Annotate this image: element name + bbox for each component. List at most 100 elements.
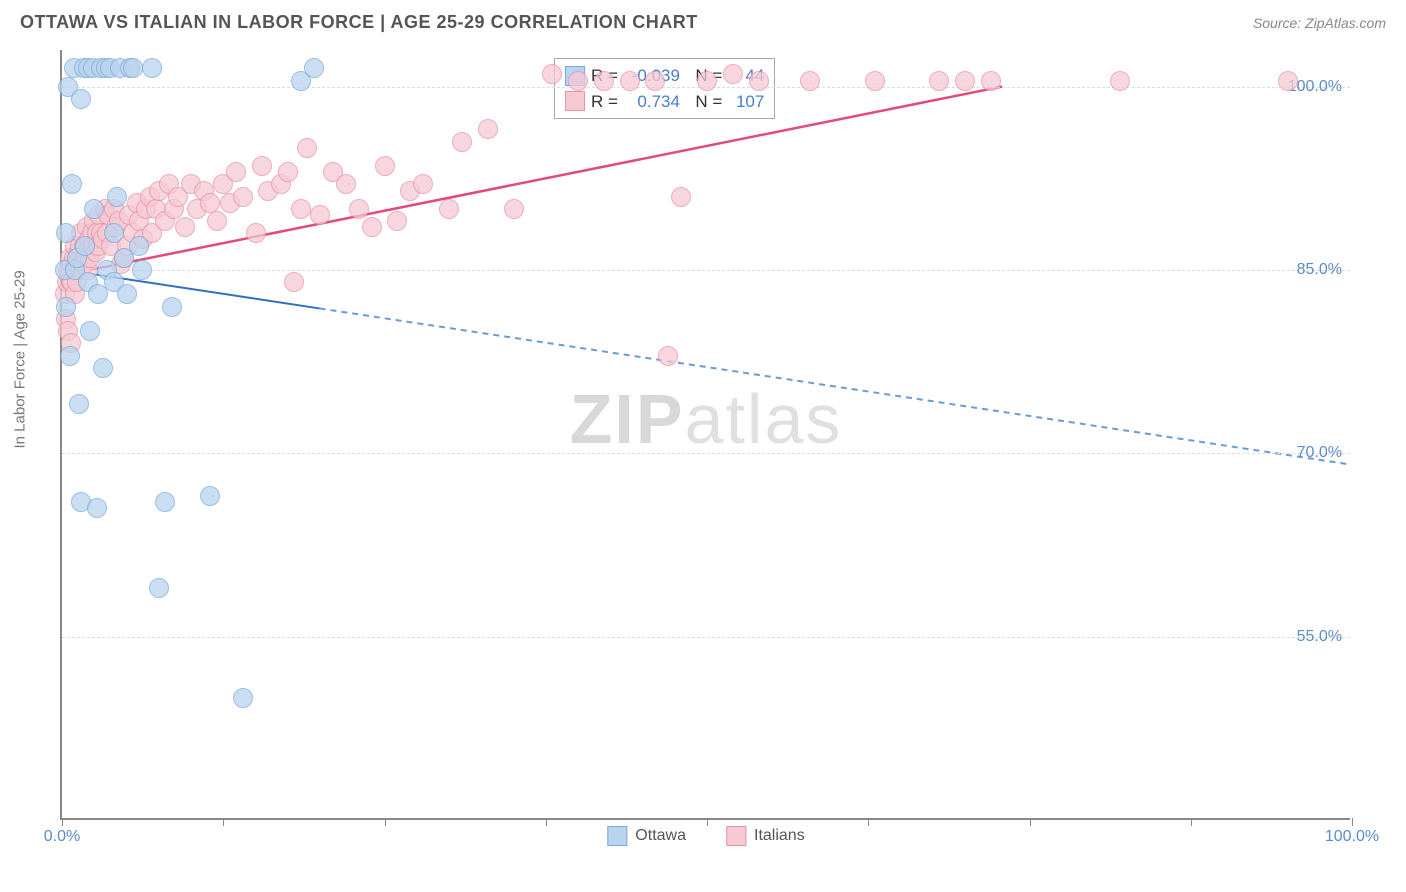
data-point-italians [981, 71, 1001, 91]
data-point-italians [284, 272, 304, 292]
data-point-italians [226, 162, 246, 182]
gridline-horizontal [62, 637, 1350, 638]
data-point-italians [349, 199, 369, 219]
data-point-ottawa [129, 236, 149, 256]
data-point-italians [671, 187, 691, 207]
x-tick [1352, 818, 1353, 826]
legend-r-label: R = [591, 89, 618, 115]
gridline-horizontal [62, 453, 1350, 454]
data-point-italians [310, 205, 330, 225]
data-point-ottawa [62, 174, 82, 194]
data-point-ottawa [132, 260, 152, 280]
data-point-italians [749, 71, 769, 91]
data-point-italians [439, 199, 459, 219]
data-point-ottawa [123, 58, 143, 78]
gridline-horizontal [62, 270, 1350, 271]
data-point-ottawa [142, 58, 162, 78]
x-tick [546, 818, 547, 826]
data-point-italians [929, 71, 949, 91]
data-point-italians [542, 64, 562, 84]
correlation-legend: R = -0.039 N = 44 R = 0.734 N = 107 [554, 58, 775, 119]
data-point-ottawa [80, 321, 100, 341]
chart-plot-area: ZIPatlas R = -0.039 N = 44 R = 0.734 N =… [60, 50, 1350, 820]
data-point-italians [1110, 71, 1130, 91]
data-point-italians [278, 162, 298, 182]
data-point-ottawa [104, 223, 124, 243]
data-point-italians [362, 217, 382, 237]
legend-swatch-italians [565, 91, 585, 111]
data-point-italians [955, 71, 975, 91]
data-point-italians [252, 156, 272, 176]
data-point-ottawa [200, 486, 220, 506]
data-point-ottawa [233, 688, 253, 708]
legend-item-italians: Italians [726, 826, 805, 846]
y-tick-label: 70.0% [1297, 444, 1342, 462]
data-point-italians [200, 193, 220, 213]
data-point-ottawa [304, 58, 324, 78]
data-point-italians [800, 71, 820, 91]
data-point-italians [1278, 71, 1298, 91]
source-label: Source: ZipAtlas.com [1253, 15, 1386, 31]
legend-n-value-italians: 107 [728, 89, 764, 115]
legend-r-value-italians: 0.734 [624, 89, 680, 115]
legend-swatch-icon [726, 826, 746, 846]
x-tick [385, 818, 386, 826]
data-point-ottawa [56, 297, 76, 317]
data-point-italians [291, 199, 311, 219]
data-point-ottawa [87, 498, 107, 518]
data-point-ottawa [155, 492, 175, 512]
watermark: ZIPatlas [570, 379, 843, 459]
data-point-italians [336, 174, 356, 194]
data-point-ottawa [117, 284, 137, 304]
legend-n-label: N = [686, 89, 722, 115]
data-point-italians [175, 217, 195, 237]
legend-swatch-icon [607, 826, 627, 846]
chart-title: OTTAWA VS ITALIAN IN LABOR FORCE | AGE 2… [20, 12, 698, 33]
data-point-ottawa [149, 578, 169, 598]
data-point-italians [723, 64, 743, 84]
data-point-ottawa [56, 223, 76, 243]
data-point-italians [865, 71, 885, 91]
y-tick-label: 85.0% [1297, 261, 1342, 279]
x-tick [868, 818, 869, 826]
x-tick [223, 818, 224, 826]
x-tick-label: 0.0% [44, 828, 80, 846]
data-point-ottawa [71, 89, 91, 109]
legend-row-italians: R = 0.734 N = 107 [565, 89, 764, 115]
data-point-ottawa [162, 297, 182, 317]
legend-label-ottawa: Ottawa [635, 827, 686, 845]
data-point-italians [207, 211, 227, 231]
data-point-italians [620, 71, 640, 91]
x-tick-label: 100.0% [1325, 828, 1379, 846]
data-point-ottawa [60, 346, 80, 366]
legend-label-italians: Italians [754, 827, 805, 845]
y-tick-label: 55.0% [1297, 628, 1342, 646]
trend-line [320, 308, 1350, 464]
x-tick [62, 818, 63, 826]
data-point-ottawa [75, 236, 95, 256]
data-point-italians [478, 119, 498, 139]
data-point-italians [452, 132, 472, 152]
data-point-ottawa [69, 394, 89, 414]
data-point-ottawa [84, 199, 104, 219]
data-point-italians [246, 223, 266, 243]
data-point-italians [297, 138, 317, 158]
data-point-italians [568, 71, 588, 91]
y-axis-label: In Labor Force | Age 25-29 [12, 270, 29, 448]
data-point-italians [658, 346, 678, 366]
x-tick [1191, 818, 1192, 826]
data-point-italians [645, 71, 665, 91]
data-point-italians [504, 199, 524, 219]
data-point-italians [413, 174, 433, 194]
x-tick [1030, 818, 1031, 826]
data-point-ottawa [107, 187, 127, 207]
data-point-italians [697, 71, 717, 91]
data-point-italians [387, 211, 407, 231]
data-point-ottawa [93, 358, 113, 378]
data-point-italians [233, 187, 253, 207]
data-point-italians [375, 156, 395, 176]
data-point-italians [594, 71, 614, 91]
x-tick [707, 818, 708, 826]
legend-item-ottawa: Ottawa [607, 826, 686, 846]
series-legend: Ottawa Italians [607, 826, 804, 846]
